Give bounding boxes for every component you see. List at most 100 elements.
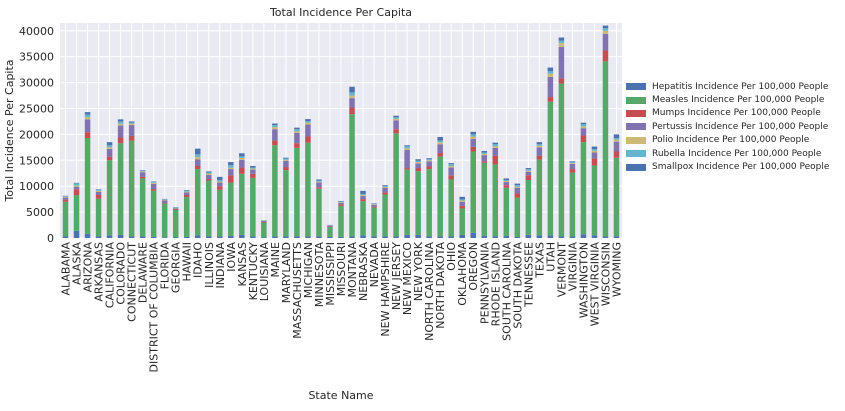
bar-segment: [250, 170, 256, 174]
legend-swatch: [626, 83, 646, 90]
bar-segment: [107, 142, 113, 145]
bar-segment: [581, 135, 587, 142]
bar-segment: [570, 173, 576, 237]
bar-segment: [360, 196, 366, 199]
bar-segment: [448, 179, 454, 236]
legend-label: Mumps Incidence Per 100,000 People: [652, 108, 821, 118]
bar-segment: [537, 142, 543, 144]
bar-segment: [129, 122, 135, 123]
bar-segment: [382, 186, 388, 187]
bar-segment: [74, 185, 80, 186]
bar-segment: [515, 187, 521, 188]
bar-segment: [85, 112, 91, 115]
bar-segment: [371, 203, 377, 204]
bar-segment: [206, 175, 212, 179]
y-tick-label: 10000: [19, 180, 54, 193]
bar-segment: [459, 200, 465, 201]
bar-segment: [305, 121, 311, 123]
bar-segment: [217, 177, 223, 180]
bar-segment: [162, 200, 168, 201]
bar-segment: [404, 150, 410, 168]
bar-segment: [305, 236, 311, 238]
bar-segment: [393, 119, 399, 121]
bar-segment: [294, 129, 300, 131]
bar-segment: [570, 169, 576, 173]
bar-segment: [526, 171, 532, 172]
legend-item: Pertussis Incidence Per 100,000 People: [626, 120, 838, 133]
bar-segment: [493, 156, 499, 165]
bar-segment: [63, 196, 69, 197]
bar-segment: [272, 125, 278, 127]
bar-segment: [349, 236, 355, 238]
bar-segment: [603, 28, 609, 31]
bar-segment: [349, 98, 355, 107]
bar-segment: [393, 117, 399, 119]
bar-segment: [559, 47, 565, 79]
bar-segment: [206, 180, 212, 236]
bar-segment: [239, 174, 245, 235]
bar-segment: [140, 177, 146, 179]
bar-segment: [85, 115, 91, 118]
bar-segment: [272, 124, 278, 126]
bar-segment: [107, 149, 113, 157]
bar-segment: [349, 114, 355, 236]
bar-segment: [294, 128, 300, 130]
bar-segment: [162, 237, 168, 238]
bar-segment: [437, 144, 443, 153]
bar-segment: [305, 125, 311, 137]
bar-segment: [305, 119, 311, 121]
bar-segment: [63, 198, 69, 200]
bar-segment: [603, 34, 609, 51]
bar-segment: [250, 174, 256, 178]
bar-segment: [559, 78, 565, 83]
bar-segment: [526, 180, 532, 235]
bar-segment: [338, 204, 344, 206]
bar-segment: [96, 199, 102, 237]
bar-segment: [228, 169, 234, 175]
bar-segment: [283, 158, 289, 159]
bar-segment: [96, 236, 102, 238]
bar-segment: [448, 236, 454, 238]
bar-segment: [283, 167, 289, 170]
bar-segment: [426, 169, 432, 236]
bar-segment: [74, 189, 80, 195]
legend-item: Hepatitis Incidence Per 100,000 People: [626, 80, 838, 93]
bar-segment: [272, 127, 278, 129]
bar-segment: [283, 161, 289, 167]
bar-segment: [217, 182, 223, 183]
bar-segment: [294, 143, 300, 148]
bar-segment: [459, 235, 465, 238]
bar-segment: [151, 237, 157, 238]
bar-segment: [184, 192, 190, 193]
bar-segment: [118, 126, 124, 138]
bar-segment: [581, 123, 587, 125]
bar-segment: [415, 162, 421, 163]
bar-segment: [526, 235, 532, 238]
bar-segment: [371, 204, 377, 205]
bar-segment: [129, 141, 135, 237]
bar-segment: [261, 237, 267, 238]
bar-segment: [559, 43, 565, 47]
bar-segment: [415, 168, 421, 171]
bar-segment: [504, 181, 510, 182]
bar-segment: [415, 171, 421, 235]
bar-segment: [548, 77, 554, 97]
bar-segment: [85, 234, 91, 238]
bar-segment: [107, 157, 113, 161]
bar-segment: [151, 182, 157, 183]
bar-segment: [603, 236, 609, 238]
bar-segment: [504, 180, 510, 181]
bar-segment: [360, 201, 366, 235]
bar-segment: [493, 236, 499, 238]
bar-segment: [548, 71, 554, 74]
bar-segment: [470, 233, 476, 238]
bar-segment: [349, 92, 355, 95]
bar-segment: [371, 207, 377, 236]
bar-segment: [305, 143, 311, 237]
bar-segment: [173, 210, 179, 237]
bar-segment: [592, 158, 598, 165]
bar-segment: [504, 188, 510, 236]
bar-segment: [239, 235, 245, 238]
bar-segment: [162, 203, 168, 204]
legend-swatch: [626, 123, 646, 130]
